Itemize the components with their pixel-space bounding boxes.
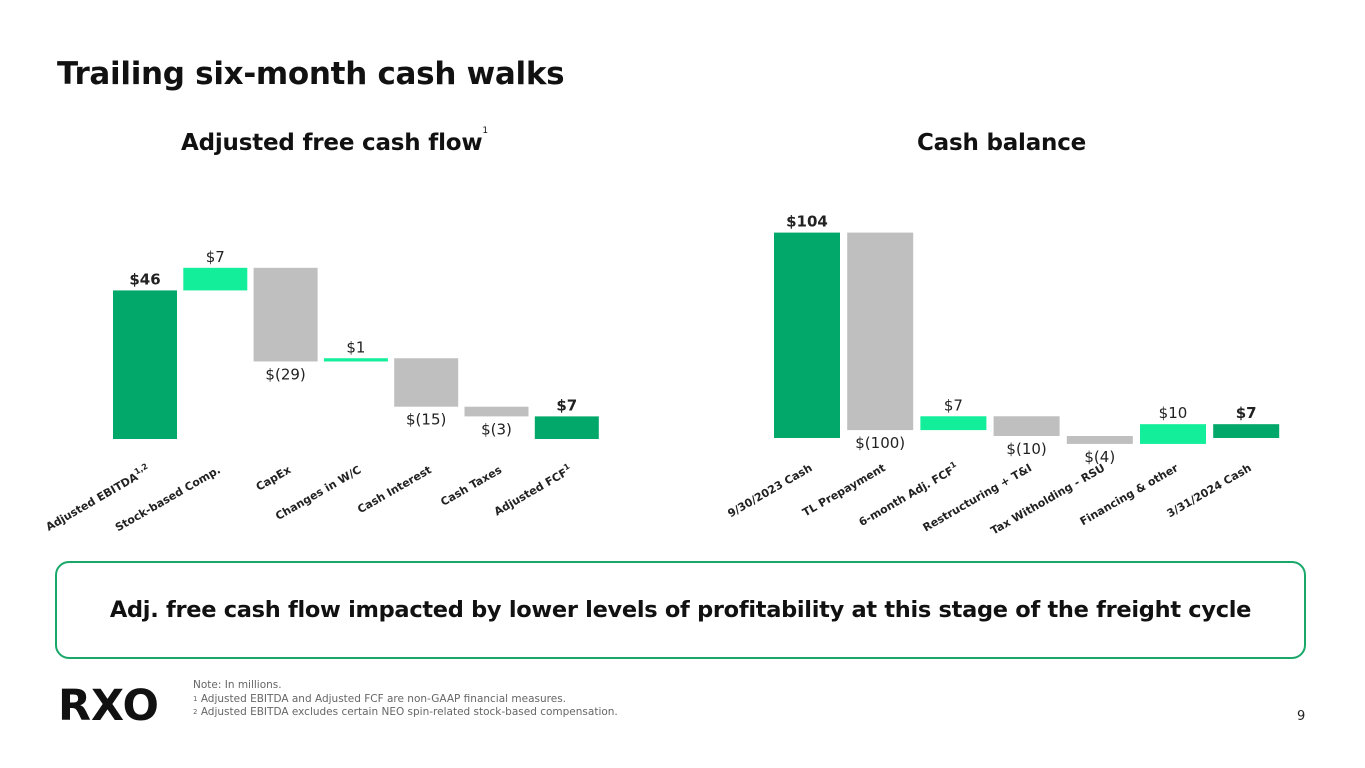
category-label-fcf-5: Cash Interest [355, 463, 433, 516]
chart-title-fcf-text: Adjusted free cash flow [181, 130, 483, 156]
category-label-fcf-6: Cash Taxes [438, 463, 504, 509]
category-footnote-fcf-1: 1,2 [133, 462, 150, 477]
bar-fcf-2 [183, 267, 248, 291]
bar-fcf-7 [534, 416, 599, 439]
value-label-fcf-3: $(29) [265, 365, 305, 383]
bar-fcf-1 [113, 290, 177, 439]
chart-title-cash-balance: Cash balance [917, 130, 1086, 156]
footnote-1-text: Adjusted EBITDA and Adjusted FCF are non… [200, 692, 567, 705]
bar-cash-7 [1213, 424, 1280, 438]
value-label-cash-1: $104 [786, 213, 828, 231]
value-label-fcf-6: $(3) [481, 420, 512, 438]
category-label-fcf-3: CapEx [254, 463, 293, 493]
category-footnote-cash-3: 1 [949, 459, 959, 470]
bar-cash-6 [1140, 424, 1206, 444]
rxo-logo-text: RXO [58, 687, 159, 721]
value-label-fcf-5: $(15) [406, 411, 446, 429]
value-label-cash-6: $10 [1159, 404, 1188, 422]
bar-cash-2 [847, 232, 914, 431]
value-label-cash-5: $(4) [1084, 448, 1115, 466]
callout-text: Adj. free cash flow impacted by lower le… [109, 597, 1252, 623]
bar-cash-1 [774, 232, 840, 438]
page-title: Trailing six-month cash walks [57, 56, 565, 92]
value-label-cash-4: $(10) [1006, 440, 1046, 458]
bar-fcf-3 [253, 267, 318, 362]
bar-cash-4 [993, 416, 1060, 437]
value-label-cash-3: $7 [944, 396, 963, 414]
footnote-1: 1 Adjusted EBITDA and Adjusted FCF are n… [193, 693, 618, 707]
bar-fcf-6 [464, 406, 529, 417]
bar-cash-5 [1066, 436, 1133, 444]
category-footnote-fcf-7: 1 [562, 461, 572, 472]
value-label-fcf-4: $1 [346, 338, 365, 356]
footnote-note: Note: In millions. [193, 679, 282, 691]
rxo-logo: RXO [58, 687, 159, 721]
bar-fcf-5 [394, 358, 459, 407]
value-label-fcf-1: $46 [129, 270, 160, 288]
bar-cash-3 [920, 416, 987, 431]
chart-title-fcf-footnote: 1 [482, 126, 488, 136]
footnote-2: 2 Adjusted EBITDA excludes certain NEO s… [193, 706, 618, 720]
key-takeaway-callout: Adj. free cash flow impacted by lower le… [55, 561, 1306, 659]
footnote-1-marker: 1 [193, 694, 198, 703]
value-label-cash-7: $7 [1236, 404, 1257, 422]
value-label-fcf-7: $7 [556, 396, 577, 414]
footnote-2-marker: 2 [193, 708, 198, 716]
footnote-2-text: Adjusted EBITDA excludes certain NEO spi… [200, 706, 618, 718]
page-number: 9 [1297, 709, 1306, 724]
chart-title-fcf: Adjusted free cash flow1 [181, 126, 488, 156]
category-label-fcf-7: Adjusted FCF1 [491, 461, 575, 518]
chart-title-cash-text: Cash balance [917, 130, 1087, 156]
value-label-fcf-2: $7 [206, 248, 225, 266]
bar-fcf-4 [323, 358, 388, 362]
footnotes: Note: In millions. 1 Adjusted EBITDA and… [193, 679, 618, 720]
value-label-cash-2: $(100) [855, 434, 905, 452]
